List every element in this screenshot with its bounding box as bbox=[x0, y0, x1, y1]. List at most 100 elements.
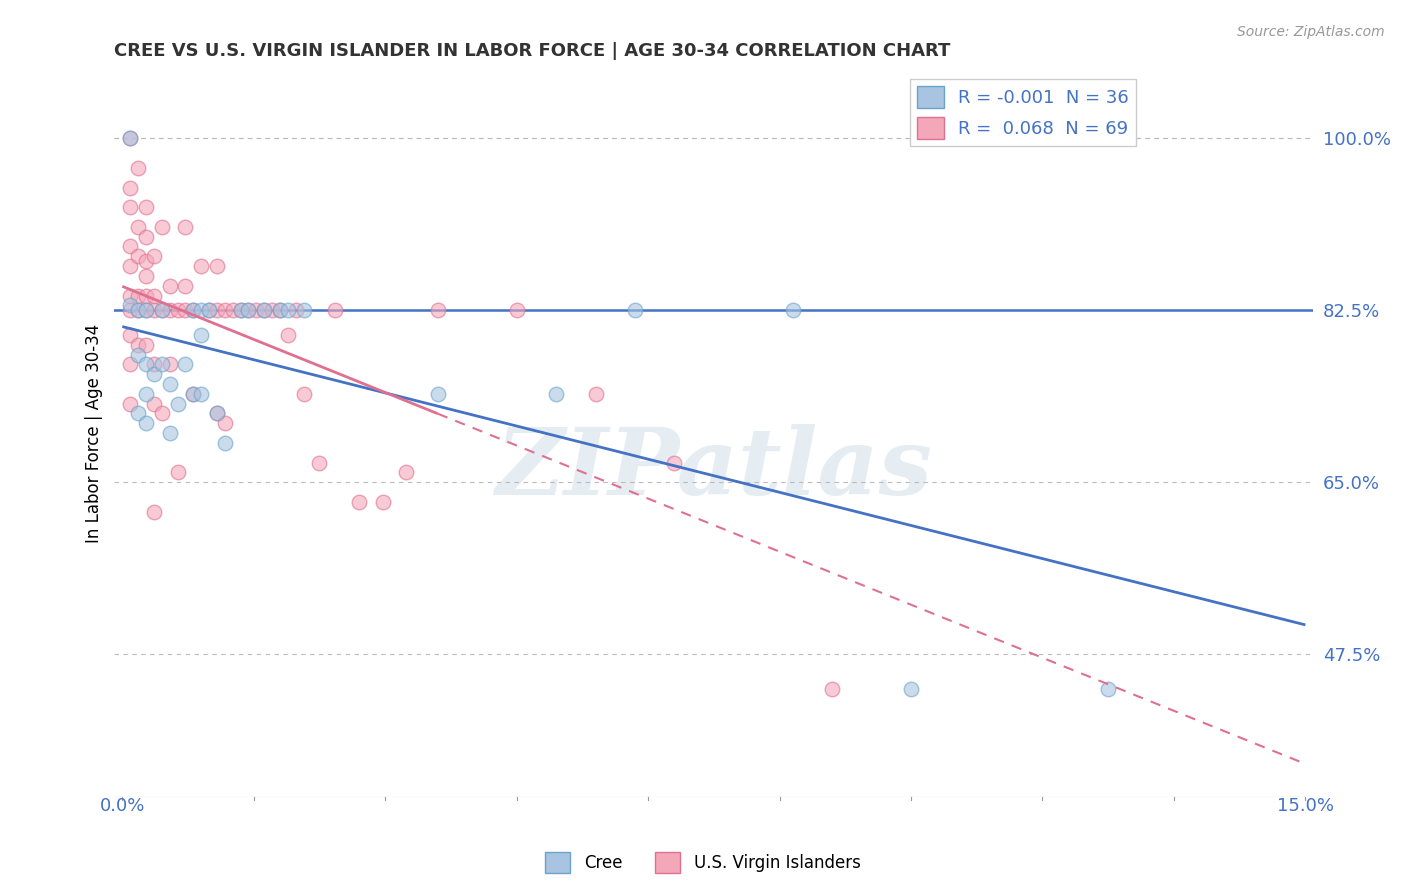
Point bbox=[159, 426, 181, 441]
Point bbox=[323, 303, 346, 318]
Point bbox=[127, 288, 149, 302]
Point bbox=[505, 303, 527, 318]
Point bbox=[205, 303, 228, 318]
Point bbox=[174, 219, 197, 234]
Point bbox=[159, 357, 181, 371]
Point bbox=[159, 303, 181, 318]
Point bbox=[142, 249, 165, 263]
Point bbox=[222, 303, 245, 318]
Point bbox=[269, 303, 291, 318]
Point bbox=[585, 386, 607, 401]
Point bbox=[150, 357, 173, 371]
Point bbox=[127, 219, 149, 234]
Point bbox=[277, 327, 299, 342]
Point bbox=[277, 303, 299, 318]
Point bbox=[159, 376, 181, 391]
Point bbox=[253, 303, 276, 318]
Point bbox=[120, 131, 142, 145]
Point bbox=[120, 259, 142, 273]
Point bbox=[120, 288, 142, 302]
Text: ZIPatlas: ZIPatlas bbox=[495, 425, 932, 515]
Point bbox=[198, 303, 221, 318]
Point bbox=[150, 303, 173, 318]
Point bbox=[135, 288, 157, 302]
Point bbox=[253, 303, 276, 318]
Point bbox=[127, 337, 149, 351]
Point bbox=[120, 327, 142, 342]
Point bbox=[135, 268, 157, 283]
Point bbox=[135, 357, 157, 371]
Point bbox=[135, 337, 157, 351]
Point bbox=[127, 407, 149, 421]
Point bbox=[198, 303, 221, 318]
Point bbox=[135, 200, 157, 214]
Point bbox=[1097, 681, 1119, 696]
Legend: Cree, U.S. Virgin Islanders: Cree, U.S. Virgin Islanders bbox=[538, 846, 868, 880]
Point bbox=[205, 407, 228, 421]
Point bbox=[190, 386, 212, 401]
Point bbox=[120, 239, 142, 253]
Point bbox=[127, 347, 149, 361]
Point bbox=[214, 417, 236, 431]
Text: CREE VS U.S. VIRGIN ISLANDER IN LABOR FORCE | AGE 30-34 CORRELATION CHART: CREE VS U.S. VIRGIN ISLANDER IN LABOR FO… bbox=[114, 42, 950, 60]
Point bbox=[127, 303, 149, 318]
Point bbox=[181, 386, 204, 401]
Point bbox=[150, 407, 173, 421]
Point bbox=[426, 303, 449, 318]
Point bbox=[238, 303, 260, 318]
Point bbox=[135, 386, 157, 401]
Point bbox=[127, 161, 149, 175]
Point bbox=[229, 303, 252, 318]
Point bbox=[371, 495, 394, 509]
Point bbox=[174, 357, 197, 371]
Point bbox=[205, 259, 228, 273]
Point bbox=[269, 303, 291, 318]
Point bbox=[142, 505, 165, 519]
Point bbox=[127, 249, 149, 263]
Point bbox=[664, 456, 686, 470]
Point bbox=[150, 303, 173, 318]
Point bbox=[229, 303, 252, 318]
Point bbox=[238, 303, 260, 318]
Point bbox=[135, 303, 157, 318]
Legend: R = -0.001  N = 36, R =  0.068  N = 69: R = -0.001 N = 36, R = 0.068 N = 69 bbox=[910, 78, 1136, 146]
Point bbox=[292, 386, 315, 401]
Point bbox=[395, 466, 418, 480]
Point bbox=[624, 303, 647, 318]
Point bbox=[821, 681, 844, 696]
Point bbox=[135, 303, 157, 318]
Point bbox=[292, 303, 315, 318]
Point bbox=[127, 303, 149, 318]
Point bbox=[181, 303, 204, 318]
Point bbox=[120, 303, 142, 318]
Point bbox=[284, 303, 307, 318]
Point bbox=[142, 367, 165, 381]
Point bbox=[782, 303, 804, 318]
Point bbox=[174, 278, 197, 293]
Point bbox=[142, 288, 165, 302]
Point bbox=[546, 386, 568, 401]
Point bbox=[166, 397, 188, 411]
Point bbox=[347, 495, 370, 509]
Point bbox=[900, 681, 922, 696]
Point bbox=[205, 407, 228, 421]
Point bbox=[214, 436, 236, 450]
Point bbox=[214, 303, 236, 318]
Point bbox=[190, 303, 212, 318]
Point bbox=[120, 298, 142, 312]
Point bbox=[120, 180, 142, 194]
Text: 15.0%: 15.0% bbox=[1277, 797, 1334, 814]
Point bbox=[120, 397, 142, 411]
Point bbox=[142, 357, 165, 371]
Point bbox=[181, 303, 204, 318]
Point bbox=[166, 466, 188, 480]
Point bbox=[120, 200, 142, 214]
Point bbox=[426, 386, 449, 401]
Point bbox=[190, 259, 212, 273]
Point bbox=[120, 131, 142, 145]
Point bbox=[142, 303, 165, 318]
Y-axis label: In Labor Force | Age 30-34: In Labor Force | Age 30-34 bbox=[86, 324, 103, 542]
Point bbox=[135, 254, 157, 268]
Point bbox=[135, 417, 157, 431]
Point bbox=[135, 229, 157, 244]
